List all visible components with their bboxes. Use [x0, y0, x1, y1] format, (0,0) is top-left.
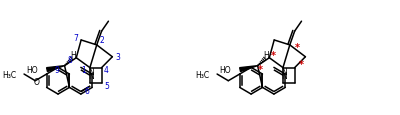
Text: 8: 8: [67, 56, 72, 65]
Text: 7: 7: [74, 34, 79, 43]
Text: 4: 4: [104, 66, 109, 74]
Text: 9: 9: [54, 66, 59, 74]
Text: H₃C: H₃C: [2, 70, 16, 79]
Text: 5: 5: [104, 81, 109, 90]
Text: *: *: [295, 43, 300, 52]
Text: H: H: [70, 51, 76, 60]
Text: *: *: [271, 50, 276, 60]
Text: 1: 1: [81, 66, 86, 74]
Text: N: N: [281, 68, 287, 76]
Text: N: N: [282, 71, 287, 80]
Text: *: *: [258, 64, 263, 74]
Text: 6: 6: [84, 86, 90, 95]
Polygon shape: [240, 66, 258, 72]
Text: H: H: [264, 51, 269, 60]
Text: HO: HO: [27, 66, 38, 74]
Text: N: N: [88, 71, 94, 80]
Text: HO: HO: [220, 66, 231, 74]
Text: H₃C: H₃C: [195, 70, 209, 79]
Text: N: N: [88, 68, 94, 76]
Text: 3: 3: [116, 53, 121, 62]
Text: 2: 2: [99, 36, 104, 45]
Text: *: *: [299, 59, 304, 69]
Text: O: O: [33, 78, 39, 86]
Polygon shape: [46, 66, 64, 72]
